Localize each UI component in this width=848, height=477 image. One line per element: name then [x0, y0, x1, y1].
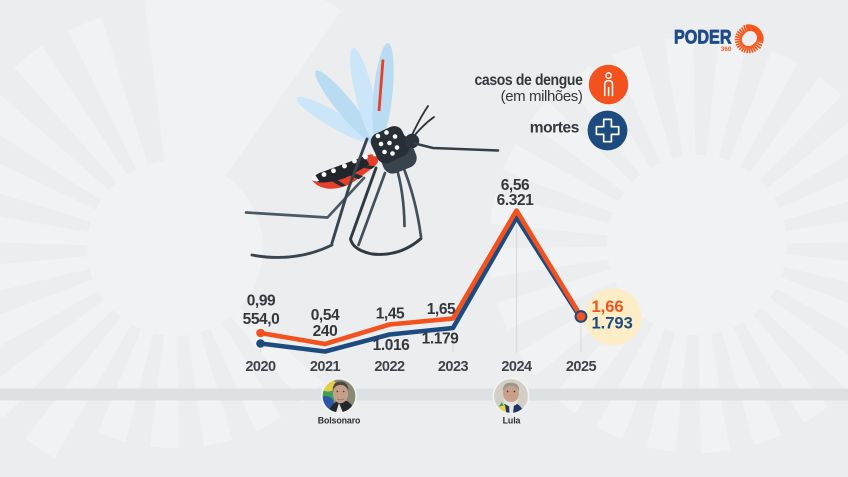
- svg-text:240: 240: [313, 323, 338, 340]
- svg-text:2021: 2021: [310, 359, 341, 375]
- svg-text:Bolsonaro: Bolsonaro: [318, 416, 361, 426]
- svg-text:casos de dengue: casos de dengue: [475, 72, 584, 89]
- svg-text:2023: 2023: [438, 359, 469, 375]
- svg-text:360: 360: [721, 46, 732, 53]
- svg-text:6.321: 6.321: [497, 192, 535, 209]
- svg-text:0,99: 0,99: [247, 292, 276, 309]
- svg-text:mortes: mortes: [530, 120, 579, 137]
- svg-text:2020: 2020: [245, 359, 276, 375]
- svg-text:554,0: 554,0: [243, 311, 280, 328]
- svg-text:1.793: 1.793: [592, 315, 633, 333]
- svg-text:(em milhões): (em milhões): [501, 88, 583, 105]
- svg-text:Lula: Lula: [503, 416, 521, 426]
- svg-text:2024: 2024: [501, 359, 532, 375]
- svg-text:0,54: 0,54: [311, 307, 340, 324]
- svg-text:1.016: 1.016: [373, 337, 411, 354]
- svg-text:1.179: 1.179: [422, 330, 460, 347]
- svg-text:2025: 2025: [566, 359, 597, 375]
- svg-text:PODER: PODER: [674, 27, 732, 48]
- svg-text:6,56: 6,56: [501, 177, 530, 194]
- svg-text:1,45: 1,45: [376, 305, 405, 322]
- svg-text:2022: 2022: [374, 359, 405, 375]
- svg-text:1,65: 1,65: [427, 301, 456, 318]
- svg-text:1,66: 1,66: [592, 298, 624, 316]
